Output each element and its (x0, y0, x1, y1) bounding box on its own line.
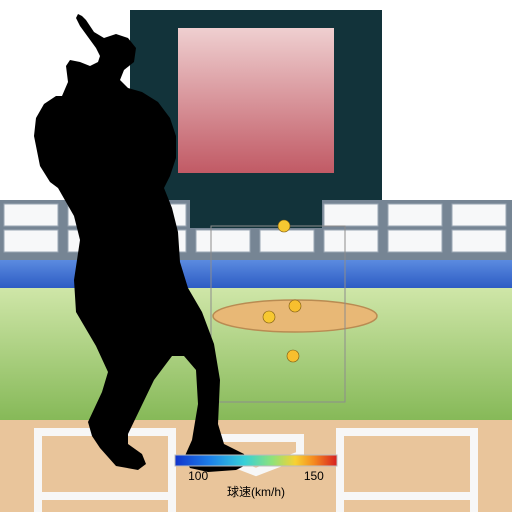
stands-panel (388, 230, 442, 252)
colorbar-label: 球速(km/h) (227, 485, 285, 499)
stands-panel (452, 204, 506, 226)
colorbar-tick: 150 (304, 469, 324, 483)
stands-panel (4, 230, 58, 252)
stands-panel (4, 204, 58, 226)
pitch-marker (289, 300, 301, 312)
scoreboard-screen (178, 28, 334, 173)
stands-panel (260, 230, 314, 252)
pitch-location-chart: 100 150 球速(km/h) (0, 0, 512, 512)
colorbar (175, 455, 337, 466)
scoreboard-pedestal (190, 200, 322, 228)
pitch-marker (287, 350, 299, 362)
stands-panel (324, 230, 378, 252)
stands-panel (324, 204, 378, 226)
stands-panel (196, 230, 250, 252)
chart-svg: 100 150 球速(km/h) (0, 0, 512, 512)
stands-panel (388, 204, 442, 226)
pitch-marker (278, 220, 290, 232)
pitch-marker (263, 311, 275, 323)
colorbar-tick: 100 (188, 469, 208, 483)
stands-panel (452, 230, 506, 252)
